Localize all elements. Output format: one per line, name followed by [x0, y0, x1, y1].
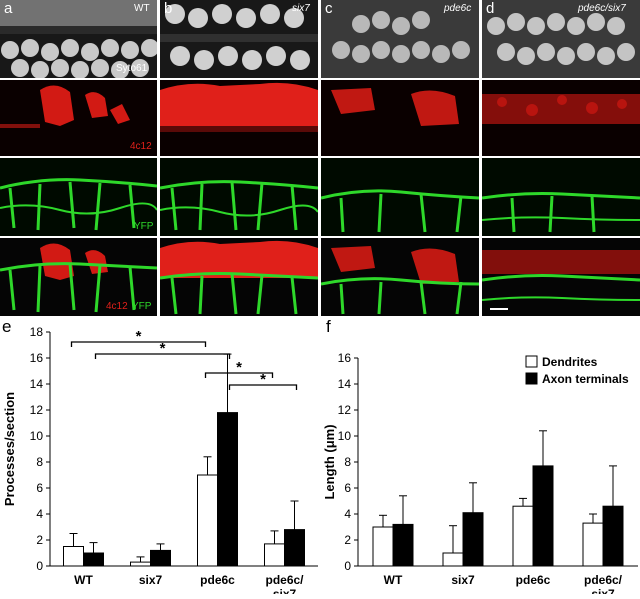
y-tick-label: 4: [36, 507, 43, 521]
panel-c-yfp: [321, 158, 479, 236]
bar: [83, 552, 104, 567]
bar: [602, 505, 624, 567]
x-tick-label: pde6c/: [265, 573, 304, 587]
stain-label-4c12: 4c12: [130, 141, 152, 152]
chart-e: e 0 2 4 6 8 10 12 14 16 18 Processes/section WT six7 p…: [0, 316, 320, 599]
microscopy-grid: a WT b six7 c pde6c d pde6c/six7 Syto61 …: [0, 0, 640, 316]
panel-label-d: d: [486, 0, 495, 17]
legend-label: Dendrites: [542, 355, 598, 369]
panel-label-c: c: [325, 0, 333, 17]
significance-star: *: [136, 328, 142, 345]
y-tick-label: 2: [36, 533, 43, 547]
legend-label: Axon terminals: [542, 372, 629, 386]
y-tick-label: 0: [36, 559, 43, 573]
panel-d-yfp: [482, 158, 640, 236]
significance-star: *: [236, 359, 242, 376]
syto-nuclei-image: [0, 0, 157, 78]
y-tick-label: 12: [30, 403, 44, 417]
bar: [264, 543, 285, 567]
chart-f: f 0 2 4 6 8 10 12 14 16 Length (μm) WT six7 pde6c pde6…: [320, 316, 640, 599]
bar: [372, 526, 394, 567]
panel-a-marker: [0, 80, 157, 156]
panel-b-marker: [160, 80, 318, 156]
panel-b-syto: [160, 0, 318, 78]
y-tick-label: 2: [344, 533, 351, 547]
panel-a-merge: [0, 238, 157, 316]
y-tick-label: 6: [36, 481, 43, 495]
y-tick-label: 6: [344, 481, 351, 495]
panel-c-merge: [321, 238, 479, 316]
bar: [150, 549, 171, 567]
y-axis-label: Length (μm): [322, 424, 337, 499]
scale-bar: [490, 308, 508, 310]
panel-c-marker: [321, 80, 479, 156]
stain-label-merge-yfp: YFP: [132, 301, 152, 312]
bar: [217, 412, 238, 567]
genotype-label-pde6c: pde6c: [444, 3, 472, 14]
chart-f-svg: f 0 2 4 6 8 10 12 14 16 Length (μm) WT six7 pde6c pde6…: [322, 317, 638, 599]
legend-swatch: [525, 372, 538, 385]
significance-bracket: [204, 372, 274, 378]
y-tick-label: 8: [344, 455, 351, 469]
significance-star: *: [260, 371, 266, 388]
x-tick-label: pde6c/: [584, 573, 623, 587]
bar: [532, 465, 554, 567]
x-tick-label: six7: [139, 573, 163, 587]
panel-d-marker: [482, 80, 640, 156]
bar: [512, 505, 534, 567]
significance-bracket: [228, 384, 298, 390]
stain-label-merge-4c12: 4c12: [106, 301, 128, 312]
x-tick-label: six7: [451, 573, 475, 587]
x-tick-label: WT: [74, 573, 93, 587]
panel-c-syto: [321, 0, 479, 78]
x-tick-label: WT: [384, 573, 403, 587]
bar: [442, 552, 464, 567]
stain-label-yfp: YFP: [134, 221, 154, 232]
x-tick-label: six7: [591, 587, 615, 594]
x-tick-label: six7: [273, 587, 297, 594]
bar: [462, 512, 484, 567]
bar: [582, 522, 604, 567]
genotype-label-six7: six7: [292, 3, 310, 14]
y-tick-label: 16: [30, 351, 44, 365]
panel-label-a: a: [4, 0, 13, 17]
y-tick-label: 12: [338, 403, 352, 417]
panel-d-merge: [482, 238, 640, 316]
y-tick-label: 16: [338, 351, 352, 365]
y-tick-label: 8: [36, 455, 43, 469]
bar: [63, 546, 84, 567]
bar: [197, 474, 218, 567]
y-tick-label: 10: [338, 429, 352, 443]
y-tick-label: 14: [30, 377, 44, 391]
panel-b-yfp: [160, 158, 318, 236]
bar: [392, 523, 414, 567]
y-tick-label: 14: [338, 377, 352, 391]
bar: [284, 529, 305, 567]
chart-panel-label: f: [326, 317, 331, 336]
chart-panel-label: e: [2, 317, 11, 336]
significance-bracket: [70, 341, 207, 347]
panel-a-syto: [0, 0, 157, 78]
legend-swatch: [525, 355, 538, 368]
y-tick-label: 18: [30, 325, 44, 339]
genotype-label-pde6c-six7: pde6c/six7: [578, 3, 626, 14]
significance-bracket: [94, 353, 231, 359]
panel-a-yfp: [0, 158, 157, 236]
panel-label-b: b: [164, 0, 173, 17]
x-tick-label: pde6c: [200, 573, 235, 587]
bar: [130, 561, 151, 567]
y-tick-label: 0: [344, 559, 351, 573]
y-tick-label: 10: [30, 429, 44, 443]
stain-label-syto: Syto61: [116, 63, 148, 74]
significance-star: *: [160, 340, 166, 357]
y-tick-label: 4: [344, 507, 351, 521]
genotype-label-wt: WT: [134, 3, 150, 14]
x-tick-label: pde6c: [516, 573, 551, 587]
y-axis-label: Processes/section: [2, 392, 17, 506]
panel-d-syto: [482, 0, 640, 78]
panel-b-merge: [160, 238, 318, 316]
